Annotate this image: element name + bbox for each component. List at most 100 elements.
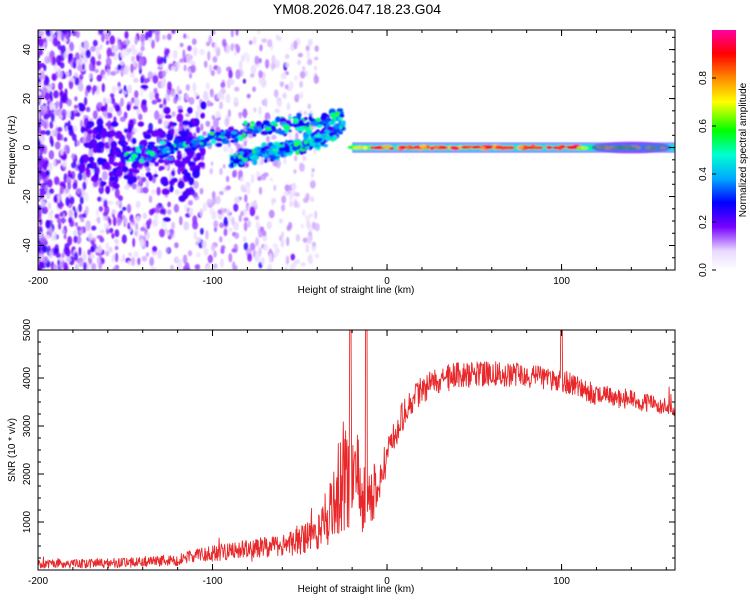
noise-blob xyxy=(238,170,243,178)
cloud-blob xyxy=(153,129,159,137)
cloud-blob xyxy=(123,128,128,134)
noise-blob xyxy=(137,180,142,187)
noise-blob xyxy=(48,109,52,118)
noise-blob xyxy=(171,221,176,230)
noise-blob xyxy=(143,78,149,84)
cloud-blob xyxy=(78,103,86,113)
noise-blob xyxy=(50,30,54,37)
upper-track-blob xyxy=(282,124,290,130)
cloud-blob xyxy=(86,124,92,130)
noise-blob xyxy=(228,69,233,79)
noise-blob xyxy=(40,135,44,145)
noise-blob xyxy=(171,111,176,117)
lower-track-blob xyxy=(295,151,301,155)
noise-blob xyxy=(126,203,132,214)
noise-blob xyxy=(85,222,91,232)
noise-blob xyxy=(299,163,305,172)
noise-blob xyxy=(154,30,161,36)
noise-blob xyxy=(225,185,231,191)
noise-blob xyxy=(82,253,87,262)
noise-blob xyxy=(125,39,130,46)
noise-blob xyxy=(142,186,149,194)
noise-blob xyxy=(252,86,256,92)
noise-blob xyxy=(153,87,158,94)
snr-ytick-label: 5000 xyxy=(22,318,33,341)
noise-blob xyxy=(105,40,110,45)
noise-blob xyxy=(127,222,131,230)
noise-blob xyxy=(114,229,120,238)
noise-blob xyxy=(276,36,282,42)
noise-blob xyxy=(56,132,62,141)
noise-blob xyxy=(151,99,157,105)
cloud-blob xyxy=(121,166,129,173)
noise-blob xyxy=(274,59,280,69)
noise-blob xyxy=(131,183,137,190)
noise-blob xyxy=(242,236,247,243)
noise-blob xyxy=(170,88,175,98)
noise-blob xyxy=(190,64,196,73)
upper-track-blob xyxy=(190,147,197,151)
noise-blob xyxy=(206,100,211,107)
lower-track-blob xyxy=(322,144,329,148)
noise-blob xyxy=(38,64,42,71)
noise-blob xyxy=(305,243,310,253)
spectrogram-ytick-label: -20 xyxy=(22,189,33,204)
noise-blob xyxy=(179,42,184,48)
noise-blob xyxy=(288,131,293,141)
lower-track-blob xyxy=(338,117,343,121)
lower-track-blob xyxy=(303,140,308,145)
noise-blob xyxy=(38,122,41,128)
cloud-blob xyxy=(159,165,166,171)
noise-blob xyxy=(146,167,151,172)
noise-blob xyxy=(230,43,235,52)
noise-blob xyxy=(108,246,113,253)
lower-track-blob xyxy=(284,143,289,147)
noise-blob xyxy=(85,49,91,59)
noise-blob xyxy=(313,56,319,61)
noise-blob xyxy=(43,256,49,264)
noise-blob xyxy=(192,82,197,92)
noise-blob xyxy=(105,57,112,67)
upper-track-blob xyxy=(200,139,208,143)
cloud-blob xyxy=(100,181,107,186)
noise-blob xyxy=(140,33,146,43)
noise-blob xyxy=(242,78,247,84)
noise-blob xyxy=(53,264,58,270)
noise-blob xyxy=(92,39,98,47)
noise-blob xyxy=(166,230,171,236)
cloud-blob xyxy=(182,120,191,126)
noise-blob xyxy=(102,170,108,181)
noise-blob xyxy=(152,246,158,252)
noise-blob xyxy=(278,218,283,224)
noise-blob xyxy=(44,234,51,240)
noise-blob xyxy=(231,248,237,253)
noise-blob xyxy=(210,70,215,77)
noise-blob xyxy=(222,164,226,169)
lower-track-blob xyxy=(263,158,268,163)
noise-blob xyxy=(59,181,66,187)
noise-blob xyxy=(299,71,306,79)
noise-blob xyxy=(59,203,63,210)
noise-blob xyxy=(250,201,257,207)
noise-blob xyxy=(266,135,270,143)
noise-blob xyxy=(90,246,95,253)
noise-blob xyxy=(233,96,239,103)
noise-blob xyxy=(108,227,114,234)
noise-blob xyxy=(48,150,55,160)
lower-track-blob xyxy=(314,137,320,143)
noise-blob xyxy=(78,246,82,256)
noise-blob xyxy=(146,252,149,257)
noise-blob xyxy=(68,209,74,219)
cloud-blob xyxy=(95,133,102,140)
noise-blob xyxy=(205,120,211,127)
noise-blob xyxy=(82,172,87,181)
cloud-blob xyxy=(148,174,153,182)
noise-blob xyxy=(54,108,61,116)
spectrogram-blobs xyxy=(38,30,675,270)
noise-blob xyxy=(63,188,70,194)
noise-blob xyxy=(139,239,145,247)
noise-blob xyxy=(254,215,260,221)
noise-blob xyxy=(48,188,55,194)
noise-blob xyxy=(57,126,63,133)
